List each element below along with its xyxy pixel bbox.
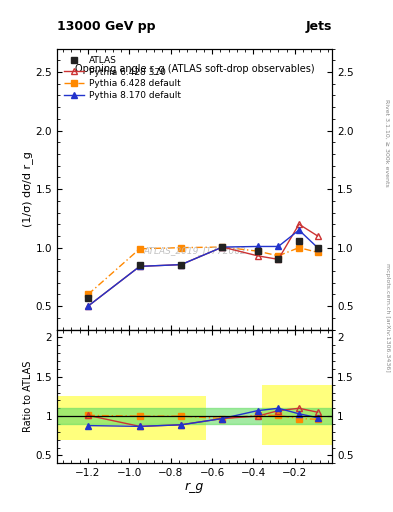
Bar <box>262 385 332 445</box>
Legend: ATLAS, Pythia 6.428 370, Pythia 6.428 default, Pythia 8.170 default: ATLAS, Pythia 6.428 370, Pythia 6.428 de… <box>61 53 183 103</box>
Bar <box>57 408 332 424</box>
Text: mcplots.cern.ch [arXiv:1306.3436]: mcplots.cern.ch [arXiv:1306.3436] <box>385 263 389 372</box>
X-axis label: r_g: r_g <box>185 480 204 493</box>
Y-axis label: Ratio to ATLAS: Ratio to ATLAS <box>23 361 33 432</box>
Bar <box>57 396 206 440</box>
Text: Opening angle r_g (ATLAS soft-drop observables): Opening angle r_g (ATLAS soft-drop obser… <box>75 62 314 74</box>
Text: Rivet 3.1.10, ≥ 300k events: Rivet 3.1.10, ≥ 300k events <box>385 99 389 187</box>
Text: 13000 GeV pp: 13000 GeV pp <box>57 20 156 33</box>
Text: Jets: Jets <box>306 20 332 33</box>
Y-axis label: (1/σ) dσ/d r_g: (1/σ) dσ/d r_g <box>22 151 33 227</box>
Text: ATLAS_2019_I1772062: ATLAS_2019_I1772062 <box>143 246 246 255</box>
